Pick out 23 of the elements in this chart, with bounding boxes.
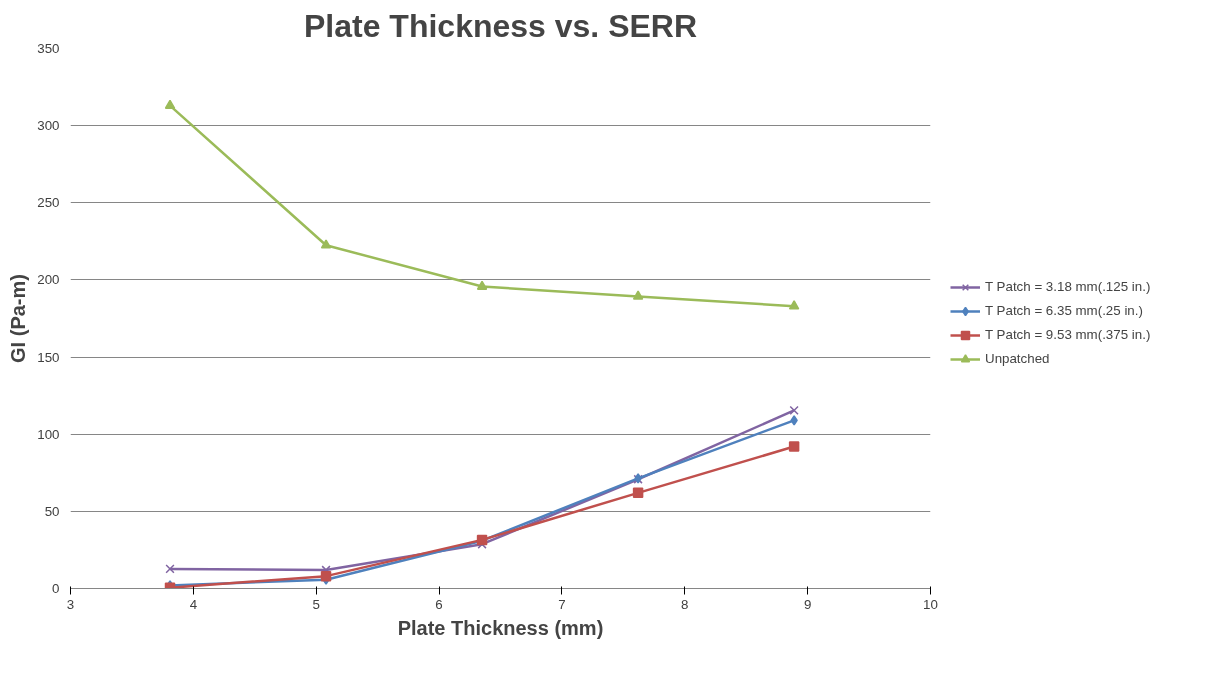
x-tick-label: 3 xyxy=(66,596,75,612)
y-tick-label: 100 xyxy=(37,426,60,442)
x-tick-label: 10 xyxy=(923,596,938,612)
y-tick-label: 300 xyxy=(37,118,60,134)
x-axis-title: Plate Thickness (mm) xyxy=(397,616,604,639)
legend-label: T Patch = 9.53 mm(.375 in.) xyxy=(985,327,1151,342)
x-tick-label: 9 xyxy=(803,596,812,612)
chart-title: Plate Thickness vs. SERR xyxy=(303,7,698,44)
x-tick-label: 5 xyxy=(312,596,320,612)
x-tick-label: 7 xyxy=(558,596,566,612)
y-tick-label: 0 xyxy=(52,581,60,596)
y-tick-label: 350 xyxy=(37,41,60,56)
legend-label: T Patch = 6.35 mm(.25 in.) xyxy=(985,303,1143,318)
y-tick-label: 150 xyxy=(37,349,60,365)
x-tick-label: 8 xyxy=(681,596,689,612)
x-tick-label: 4 xyxy=(189,596,198,612)
x-tick-label: 6 xyxy=(435,596,443,612)
y-tick-label: 50 xyxy=(44,503,60,519)
y-tick-label: 250 xyxy=(37,195,60,211)
y-axis-title: GI (Pa-m) xyxy=(7,274,30,363)
legend-label: T Patch = 3.18 mm(.125 in.) xyxy=(985,279,1151,294)
y-tick-label: 200 xyxy=(37,272,60,288)
legend-label: Unpatched xyxy=(985,351,1050,366)
